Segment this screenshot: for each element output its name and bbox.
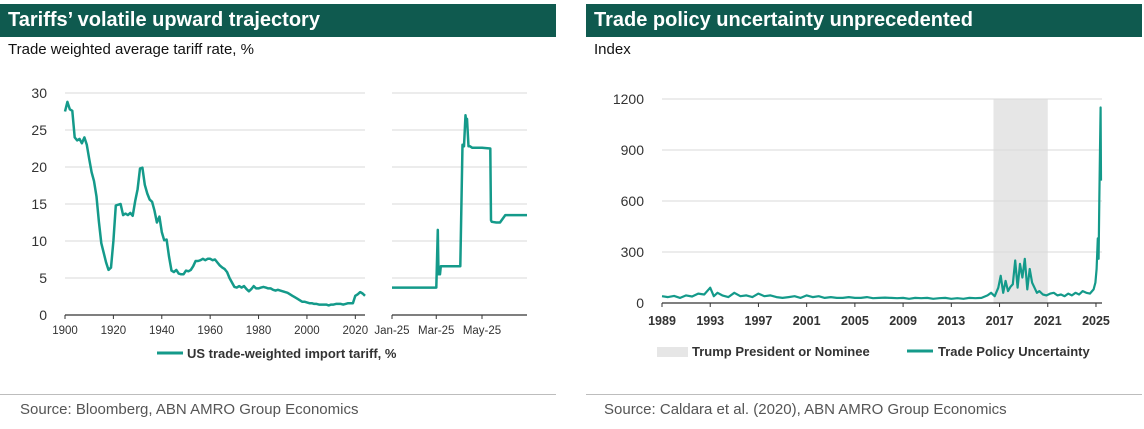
x-tick-label: 2009 [889,314,917,328]
y-tick-label: 10 [31,233,47,249]
y-tick-label: 20 [31,159,47,175]
y-tick-label: 25 [31,122,47,138]
x-tick-label: 1920 [101,325,127,337]
y-tick-label: 900 [621,142,645,158]
y-tick-label: 5 [39,270,47,286]
y-tick-label: 0 [636,295,644,311]
divider [586,394,1142,395]
panel-uncertainty: Trade policy uncertainty unprecedented I… [586,0,1142,429]
y-tick-label: 1200 [613,91,644,107]
x-tick-label: 1980 [246,325,272,337]
chart-title: Tariffs’ volatile upward trajectory [0,4,556,37]
x-tick-label: 1940 [149,325,175,337]
x-tick-label: 2017 [986,314,1014,328]
legend: Trump President or Nominee Trade Policy … [657,344,1090,359]
chart-subtitle: Index [594,41,631,58]
x-tick-label: 2001 [793,314,821,328]
y-tick-label: 600 [621,193,645,209]
x-tick-label: 1900 [52,325,78,337]
series-line-tpu [661,106,1103,300]
legend-label: US trade-weighted import tariff, % [187,346,397,361]
x-tick-label: 1993 [696,314,724,328]
series-line-long-run [63,100,366,307]
legend-swatch-shade [657,347,688,357]
x-tick-label: 2025 [1082,314,1110,328]
divider [0,394,556,395]
legend-label: Trump President or Nominee [692,344,870,359]
x-tick-label: 1989 [648,314,676,328]
source-note: Source: Bloomberg, ABN AMRO Group Econom… [20,401,359,418]
chart-subtitle: Trade weighted average tariff rate, % [8,41,254,58]
x-tick-label: 2013 [937,314,965,328]
x-tick-label: 1997 [745,314,773,328]
source-note: Source: Caldara et al. (2020), ABN AMRO … [604,401,1007,418]
x-tick-label: 2020 [343,325,369,337]
legend: US trade-weighted import tariff, % [157,346,397,361]
y-tick-label: 0 [39,307,47,323]
x-tick-label: 2021 [1034,314,1062,328]
series-line-2025 [392,113,527,289]
y-tick-label: 300 [621,244,645,260]
x-tick-label: May-25 [463,325,501,337]
chart-title: Trade policy uncertainty unprecedented [586,4,1142,37]
x-tick-label: 2000 [294,325,320,337]
y-tick-label: 30 [31,85,47,101]
y-tick-label: 15 [31,196,47,212]
tariff-chart: 0 5 10 15 20 25 30 1900 1920 1940 1960 1980 2000 2020… [31,85,527,361]
x-tick-label: 2005 [841,314,869,328]
legend-label: Trade Policy Uncertainty [938,344,1090,359]
x-tick-label: Jan-25 [374,325,409,337]
panel-tariffs: Tariffs’ volatile upward trajectory Trad… [0,0,556,429]
x-tick-label: 1960 [197,325,223,337]
uncertainty-chart: 0 300 600 900 1200 1989 1993 1997 2001 2005 2009 20… [613,91,1110,359]
x-tick-label: Mar-25 [418,325,454,337]
